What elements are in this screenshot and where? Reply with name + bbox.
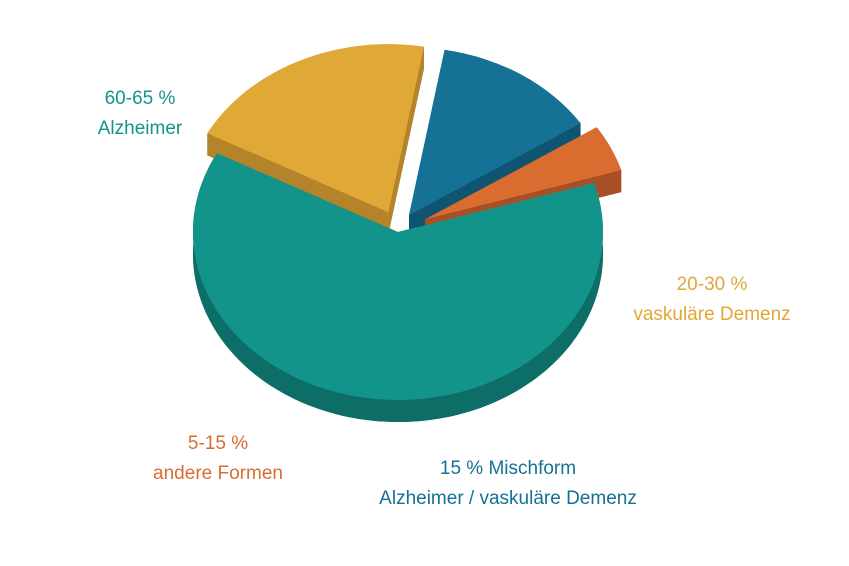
slice-vaskulaer (207, 44, 424, 213)
label-andere-name: andere Formen (153, 463, 283, 484)
label-mischform-name: Alzheimer / vaskuläre Demenz (379, 488, 637, 509)
label-alzheimer-name: Alzheimer (98, 118, 183, 139)
label-vaskulaer-pct: 20-30 % (677, 274, 748, 295)
slice-mischform (409, 49, 581, 216)
pie-labels: 60-65 % Alzheimer 20-30 % vaskuläre Deme… (98, 88, 791, 509)
slice-face-b-vaskulaer (388, 46, 424, 235)
label-andere-pct: 5-15 % (188, 433, 248, 454)
label-vaskulaer-name: vaskuläre Demenz (633, 304, 790, 325)
pie-slices (193, 44, 622, 422)
label-alzheimer-pct: 60-65 % (105, 88, 176, 109)
slice-alzheimer (193, 153, 603, 400)
slice-andere (425, 127, 622, 220)
label-mischform-pct: 15 % Mischform (440, 458, 576, 479)
